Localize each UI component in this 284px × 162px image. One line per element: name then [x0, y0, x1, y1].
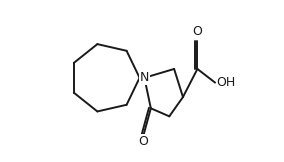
- Text: OH: OH: [217, 76, 236, 89]
- Text: O: O: [138, 135, 148, 148]
- Text: O: O: [193, 25, 202, 38]
- Text: N: N: [140, 71, 149, 84]
